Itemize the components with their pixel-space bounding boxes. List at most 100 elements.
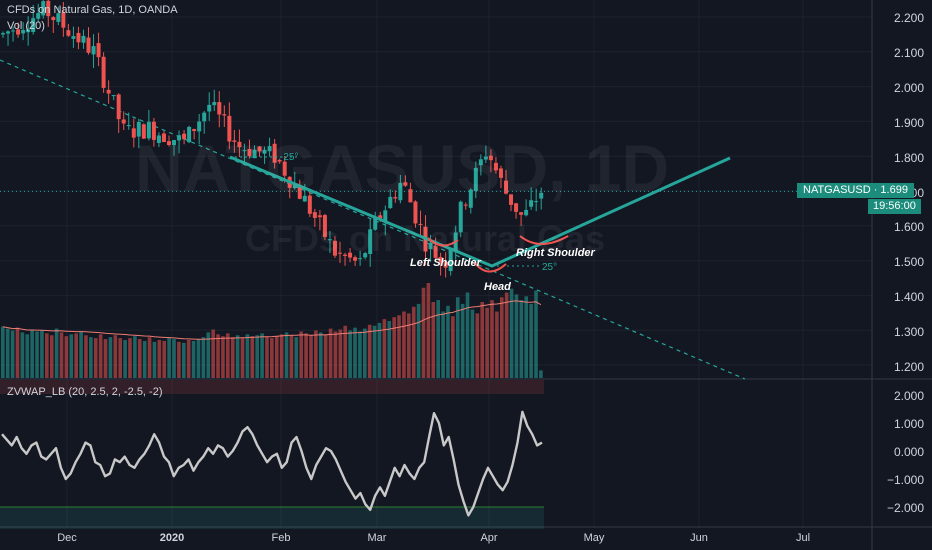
volume-ma-line	[2, 300, 542, 340]
candle-body	[277, 160, 282, 162]
volume-bar	[45, 333, 49, 378]
candle-body	[292, 184, 297, 189]
candle-body	[247, 148, 252, 157]
volume-bar	[240, 338, 245, 378]
candle-body	[207, 104, 212, 112]
candle-body	[524, 209, 529, 216]
last-price-tag[interactable]: NATGASUSD · 1.699	[797, 183, 914, 198]
right-shoulder-label[interactable]: Right Shoulder	[516, 247, 595, 259]
candle-body	[322, 215, 327, 238]
volume-bar	[230, 337, 235, 378]
left-angle-label: -25°	[280, 152, 299, 163]
candle-body	[151, 121, 156, 140]
head-arc	[473, 261, 507, 273]
volume-bar	[318, 332, 323, 378]
candle-body	[358, 258, 363, 260]
candle-body	[353, 257, 358, 261]
volume-bar	[411, 306, 416, 378]
volume-bar	[172, 339, 176, 378]
candle-body	[338, 252, 343, 254]
candle-body	[96, 43, 101, 58]
candle-body	[282, 161, 287, 176]
candle-body	[156, 135, 161, 143]
candle-body	[488, 155, 493, 161]
candle-body	[539, 192, 544, 199]
volume-bar	[152, 341, 157, 378]
volume-bar	[470, 309, 475, 378]
volume-bar	[93, 338, 98, 378]
volume-bar	[358, 331, 362, 378]
volume-bar	[54, 328, 59, 378]
candle-body	[232, 140, 237, 142]
time-tick: Mar	[367, 532, 387, 544]
candle-body	[177, 135, 182, 141]
volume-bar	[103, 339, 108, 378]
candle-body	[166, 141, 171, 145]
candle-body	[473, 167, 478, 191]
candle-body	[26, 29, 31, 33]
oscillator-legend[interactable]: ZVWAP_LB (20, 2.5, 2, -2.5, -2)	[7, 386, 163, 398]
candle-body	[222, 114, 227, 116]
volume-bar	[245, 334, 250, 378]
volume-bar	[211, 329, 215, 378]
price-tick: 1.600	[893, 220, 924, 234]
candle-body	[21, 29, 26, 34]
volume-bar	[274, 336, 279, 378]
volume-bar	[123, 340, 127, 378]
volume-bar	[294, 337, 299, 378]
time-tick: May	[583, 532, 605, 544]
volume-bar	[79, 331, 83, 378]
volume-bar	[323, 334, 328, 378]
volume-bar	[113, 335, 118, 378]
oscillator-lower-band	[0, 507, 544, 529]
candle-body	[373, 218, 378, 230]
volume-bar	[30, 329, 34, 378]
candle-body	[509, 194, 514, 205]
candle-body	[31, 18, 36, 32]
candle-body	[6, 31, 11, 34]
price-tick: 2.100	[893, 46, 924, 60]
chart-title[interactable]: CFDs on Natural Gas, 1D, OANDA	[7, 4, 178, 16]
volume-bar	[133, 336, 137, 378]
candle-body	[51, 17, 56, 21]
volume-bar	[446, 305, 450, 378]
volume-bar	[20, 332, 25, 378]
head-label[interactable]: Head	[484, 281, 511, 293]
volume-bar	[260, 333, 264, 378]
volume-bar	[465, 292, 470, 378]
volume-bar	[59, 332, 64, 378]
candle-body	[101, 56, 106, 88]
candle-body	[388, 196, 393, 209]
candle-body	[272, 143, 277, 163]
candle-body	[66, 30, 71, 36]
candle-body	[16, 29, 21, 35]
candle-body	[413, 201, 418, 224]
candle-body	[182, 133, 187, 140]
time-tick: Feb	[271, 532, 291, 544]
candle-body	[514, 203, 519, 212]
volume-bar	[407, 313, 411, 378]
candle-body	[418, 223, 423, 225]
volume-legend[interactable]: Vol (20)	[7, 20, 45, 32]
oscillator-tick: 0.000	[893, 445, 924, 459]
volume-bar	[206, 332, 211, 378]
volume-bar	[147, 337, 152, 378]
time-tick: Jun	[690, 532, 708, 544]
volume-bar	[226, 333, 230, 378]
watermark-symbol: NATGASUSD, 1D	[135, 131, 670, 205]
price-tick: 1.900	[893, 116, 924, 130]
volume-bar	[367, 324, 372, 378]
candle-body	[252, 149, 257, 159]
price-tick: 1.200	[893, 360, 924, 374]
candle-body	[46, 0, 51, 17]
candle-body	[368, 229, 373, 254]
volume-bar	[397, 315, 401, 378]
left-shoulder-label[interactable]: Left Shoulder	[410, 257, 481, 269]
price-tick: 2.200	[893, 11, 924, 25]
candle-body	[41, 1, 46, 16]
volume-bar	[216, 334, 220, 378]
candle-body	[1, 33, 5, 35]
candle-body	[237, 141, 242, 148]
volume-bar	[343, 325, 348, 378]
